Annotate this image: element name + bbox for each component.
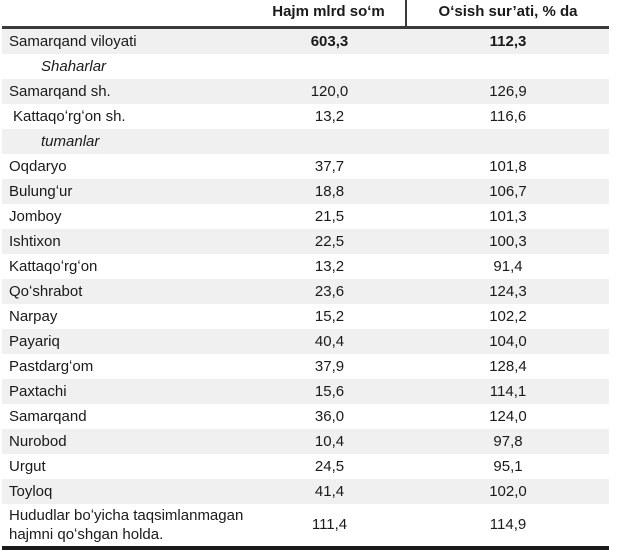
growth-value: 114,9	[489, 516, 527, 533]
region-name: Toyloq	[9, 483, 53, 500]
growth-value: 101,3	[489, 208, 527, 225]
table-row: Pastdargʻom 37,9 128,4	[2, 354, 609, 379]
volume-value	[252, 54, 407, 79]
volume-value: 23,6	[314, 283, 345, 300]
volume-value: 13,2	[314, 108, 345, 125]
region-statistics-table: Hajm mlrd soʻm Oʻsish sur’ati, % da Sama…	[2, 0, 609, 550]
volume-value: 15,6	[314, 383, 345, 400]
growth-value	[407, 129, 609, 154]
volume-value: 111,4	[311, 516, 348, 533]
column-header-volume: Hajm mlrd soʻm	[252, 0, 407, 26]
region-name: Nurobod	[9, 433, 67, 450]
growth-value: 97,8	[493, 433, 523, 450]
region-name: tumanlar	[41, 133, 100, 150]
growth-value: 124,3	[489, 283, 527, 300]
table-row: Hududlar boʻyicha taqsimlanmagan hajmni …	[2, 504, 609, 546]
region-name: Shaharlar	[41, 58, 107, 75]
table-row: Payariq 40,4 104,0	[2, 329, 609, 354]
growth-value	[407, 54, 609, 79]
region-name: Paxtachi	[9, 383, 67, 400]
volume-value: 41,4	[314, 483, 345, 500]
table-row: Kattaqoʻrgʻon 13,2 91,4	[2, 254, 609, 279]
volume-value: 603,3	[310, 33, 349, 50]
volume-value	[252, 129, 407, 154]
growth-value: 106,7	[489, 183, 527, 200]
growth-value: 124,0	[489, 408, 527, 425]
table-row: tumanlar	[2, 129, 609, 154]
region-name: Jomboy	[9, 208, 62, 225]
region-name: Payariq	[9, 333, 60, 350]
table-row: Samarqand viloyati 603,3 112,3	[2, 29, 609, 54]
volume-value: 22,5	[314, 233, 345, 250]
table-row: Jomboy 21,5 101,3	[2, 204, 609, 229]
table-row: Narpay 15,2 102,2	[2, 304, 609, 329]
growth-value: 112,3	[489, 33, 527, 50]
growth-value: 95,1	[493, 458, 523, 475]
table-row: Oqdaryo 37,7 101,8	[2, 154, 609, 179]
volume-value: 37,7	[314, 158, 345, 175]
column-header-region	[2, 0, 252, 26]
volume-value: 13,2	[314, 258, 345, 275]
volume-value: 10,4	[314, 433, 345, 450]
volume-value: 40,4	[314, 333, 345, 350]
table-row: Qoʻshrabot 23,6 124,3	[2, 279, 609, 304]
volume-value: 36,0	[314, 408, 345, 425]
table-row: Samarqand 36,0 124,0	[2, 404, 609, 429]
table-row: Samarqand sh. 120,0 126,9	[2, 79, 609, 104]
table-row: Ishtixon 22,5 100,3	[2, 229, 609, 254]
growth-value: 102,0	[489, 483, 527, 500]
growth-value: 116,6	[489, 108, 527, 125]
region-name: Narpay	[9, 308, 58, 325]
volume-value: 21,5	[314, 208, 345, 225]
region-name: Samarqand sh.	[9, 83, 111, 100]
region-name: Bulungʻur	[9, 183, 73, 200]
table-row: Nurobod 10,4 97,8	[2, 429, 609, 454]
table-row: Bulungʻur 18,8 106,7	[2, 179, 609, 204]
region-name: Kattaqoʻrgʻon	[9, 258, 98, 275]
region-name: Ishtixon	[9, 233, 61, 250]
table-row: Paxtachi 15,6 114,1	[2, 379, 609, 404]
growth-value: 126,9	[489, 83, 527, 100]
table-row: Kattaqoʻrgʻon sh. 13,2 116,6	[2, 104, 609, 129]
region-name: Hududlar boʻyicha taqsimlanmagan hajmni …	[9, 507, 244, 543]
growth-value: 102,2	[489, 308, 527, 325]
growth-value: 100,3	[489, 233, 527, 250]
table-body: Samarqand viloyati 603,3 112,3 Shaharlar…	[2, 29, 609, 550]
column-header-growth: Oʻsish sur’ati, % da	[438, 3, 578, 20]
region-name: Samarqand	[9, 408, 87, 425]
region-name: Oqdaryo	[9, 158, 67, 175]
table-row: Toyloq 41,4 102,0	[2, 479, 609, 504]
table-row: Shaharlar	[2, 54, 609, 79]
growth-value: 114,1	[489, 383, 527, 400]
table-header-row: Hajm mlrd soʻm Oʻsish sur’ati, % da	[2, 0, 609, 29]
volume-value: 15,2	[314, 308, 345, 325]
growth-value: 104,0	[489, 333, 527, 350]
region-name: Pastdargʻom	[9, 358, 94, 375]
region-name: Samarqand viloyati	[9, 33, 137, 50]
volume-value: 24,5	[314, 458, 345, 475]
growth-value: 91,4	[493, 258, 523, 275]
growth-value: 101,8	[489, 158, 527, 175]
region-name: Urgut	[9, 458, 46, 475]
volume-value: 18,8	[314, 183, 345, 200]
region-name: Qoʻshrabot	[9, 283, 83, 300]
table-row: Urgut 24,5 95,1	[2, 454, 609, 479]
volume-value: 120,0	[310, 83, 349, 100]
volume-value: 37,9	[314, 358, 345, 375]
region-name: Kattaqoʻrgʻon sh.	[13, 108, 126, 125]
growth-value: 128,4	[489, 358, 527, 375]
